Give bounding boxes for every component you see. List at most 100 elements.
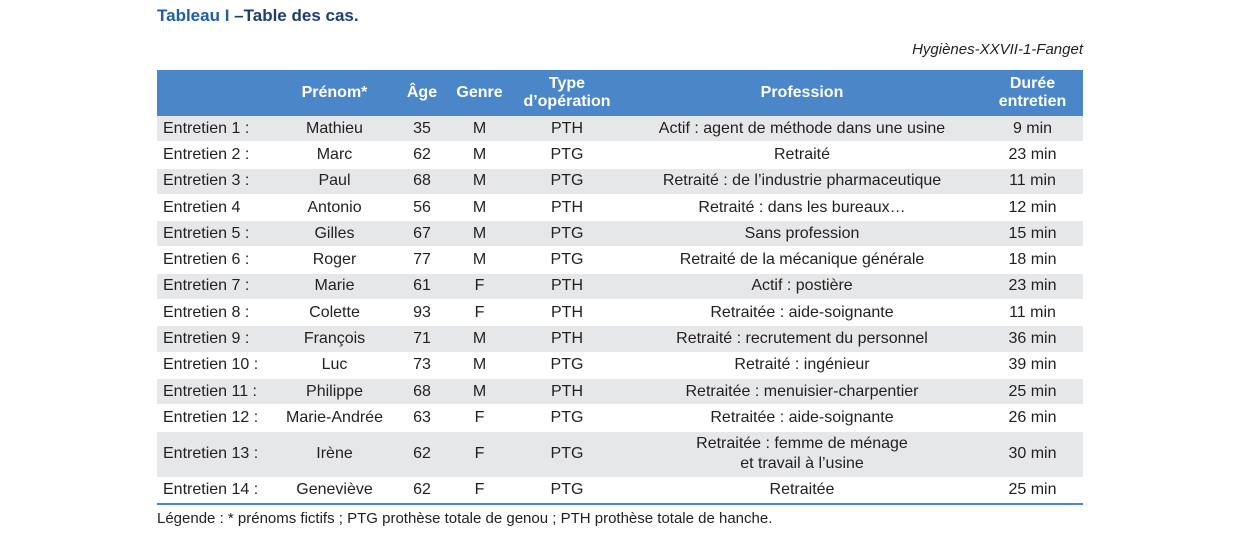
table-row: Entretien 11 : Philippe 68 M PTH Retraitée : … [157, 378, 1083, 406]
cell-genre: M [447, 378, 512, 406]
profession-line1: Retraitée : femme de ménage [696, 435, 908, 453]
cell-type-operation: PTG [512, 352, 622, 379]
cell-age: 35 [397, 116, 447, 143]
cell-entretien: Entretien 12 : [157, 404, 272, 432]
cell-entretien: Entretien 5 : [157, 220, 272, 248]
cell-type-operation: PTG [512, 220, 622, 248]
cell-profession: Retraité : de l’industrie pharmaceutique [622, 168, 982, 195]
cell-genre: F [447, 477, 512, 505]
cell-age: 68 [397, 168, 447, 195]
table-row: Entretien 14 : Geneviève 62 F PTG Retraitée 25… [157, 477, 1083, 505]
cell-duree: 11 min [982, 168, 1083, 195]
table-row: Entretien 1 : Mathieu 35 M PTH Actif : agent … [157, 116, 1083, 143]
table-row: Entretien 5 : Gilles 67 M PTG Sans profession… [157, 220, 1083, 248]
cell-profession: Retraité de la mécanique générale [622, 246, 982, 274]
table-row: Entretien 9 : François 71 M PTH Retraité : re… [157, 325, 1083, 353]
table-row: Entretien 10 : Luc 73 M PTG Retraité : ingéni… [157, 352, 1083, 379]
header-id [157, 70, 272, 116]
cell-profession: Retraité : recrutement du personnel [622, 325, 982, 353]
cell-prenom: Marie-Andrée [272, 404, 397, 432]
header-row: Prénom* Âge Genre Type d’opération Profes… [157, 70, 1083, 116]
cell-genre: M [447, 168, 512, 195]
cell-entretien: Entretien 2 : [157, 141, 272, 169]
table-row: Entretien 4 Antonio 56 M PTH Retraité : dans … [157, 194, 1083, 222]
table-row: Entretien 7 : Marie 61 F PTH Actif : postière… [157, 273, 1083, 301]
cell-age: 62 [397, 141, 447, 169]
cell-type-operation: PTH [512, 194, 622, 222]
cell-entretien: Entretien 11 : [157, 378, 272, 406]
cell-duree: 25 min [982, 477, 1083, 505]
table-body: Entretien 1 : Mathieu 35 M PTH Actif : agent … [157, 116, 1083, 505]
cell-entretien: Entretien 9 : [157, 325, 272, 353]
cell-age: 62 [397, 477, 447, 505]
header-prenom: Prénom* [272, 70, 397, 116]
cell-prenom: Gilles [272, 220, 397, 248]
table-caption: Tableau I –Table des cas. [157, 6, 359, 26]
table-row: Entretien 3 : Paul 68 M PTG Retraité : de l’i… [157, 168, 1083, 195]
cell-genre: M [447, 325, 512, 353]
cell-type-operation: PTH [512, 378, 622, 406]
cell-profession: Retraitée : aide-soignante [622, 299, 982, 327]
cell-profession: Retraité [622, 141, 982, 169]
cell-prenom: Luc [272, 352, 397, 379]
cell-profession: Sans profession [622, 220, 982, 248]
header-type: Type d’opération [512, 70, 622, 116]
header-duree: Durée entretien [982, 70, 1083, 116]
header-age: Âge [397, 70, 447, 116]
header-profession: Profession [622, 70, 982, 116]
cell-duree: 18 min [982, 246, 1083, 274]
cell-profession: Retraité : ingénieur [622, 352, 982, 379]
cell-age: 68 [397, 378, 447, 406]
cell-genre: M [447, 194, 512, 222]
table-row: Entretien 2 : Marc 62 M PTG Retraité 23 min [157, 141, 1083, 169]
cell-type-operation: PTG [512, 141, 622, 169]
cell-profession: Retraitée : aide-soignante [622, 404, 982, 432]
cell-duree: 23 min [982, 141, 1083, 169]
table-row: Entretien 13 : Irène 62 F PTG Retraitée : fem… [157, 431, 1083, 478]
cell-entretien: Entretien 4 [157, 194, 272, 222]
cell-age: 77 [397, 246, 447, 274]
caption-prefix: Tableau I [157, 6, 230, 25]
cell-profession: Retraité : dans les bureaux… [622, 194, 982, 222]
header-duree-line1: Durée [1009, 75, 1056, 92]
cell-duree: 39 min [982, 352, 1083, 379]
header-type-line2: d’opération [523, 93, 611, 110]
cell-duree: 15 min [982, 220, 1083, 248]
cell-prenom: François [272, 325, 397, 353]
cell-entretien: Entretien 1 : [157, 116, 272, 143]
cell-entretien: Entretien 3 : [157, 168, 272, 195]
cell-type-operation: PTG [512, 477, 622, 505]
cell-entretien: Entretien 7 : [157, 273, 272, 301]
cell-profession: Retraitée : femme de ménage et travail à … [622, 431, 982, 478]
cell-genre: M [447, 352, 512, 379]
cell-profession: Retraitée : menuisier-charpentier [622, 378, 982, 406]
cell-type-operation: PTH [512, 273, 622, 301]
cell-prenom: Marc [272, 141, 397, 169]
cell-prenom: Geneviève [272, 477, 397, 505]
table-row: Entretien 6 : Roger 77 M PTG Retraité de la m… [157, 246, 1083, 274]
cell-genre: F [447, 404, 512, 432]
cell-genre: F [447, 299, 512, 327]
cell-genre: M [447, 116, 512, 143]
cell-duree: 12 min [982, 194, 1083, 222]
cell-profession: Retraitée [622, 477, 982, 505]
cell-genre: M [447, 141, 512, 169]
cell-age: 62 [397, 431, 447, 478]
cell-age: 73 [397, 352, 447, 379]
header-genre: Genre [447, 70, 512, 116]
table-header: Prénom* Âge Genre Type d’opération Profes… [157, 70, 1083, 116]
cell-type-operation: PTG [512, 246, 622, 274]
cell-age: 63 [397, 404, 447, 432]
cell-age: 71 [397, 325, 447, 353]
cell-age: 56 [397, 194, 447, 222]
cell-duree: 9 min [982, 116, 1083, 143]
cell-type-operation: PTG [512, 168, 622, 195]
cell-type-operation: PTH [512, 299, 622, 327]
cell-entretien: Entretien 6 : [157, 246, 272, 274]
caption-text: –Table des cas. [234, 6, 359, 25]
table-row: Entretien 8 : Colette 93 F PTH Retraitée : ai… [157, 299, 1083, 327]
cell-prenom: Mathieu [272, 116, 397, 143]
cell-duree: 11 min [982, 299, 1083, 327]
cases-table: Prénom* Âge Genre Type d’opération Profes… [157, 70, 1083, 505]
cell-age: 67 [397, 220, 447, 248]
